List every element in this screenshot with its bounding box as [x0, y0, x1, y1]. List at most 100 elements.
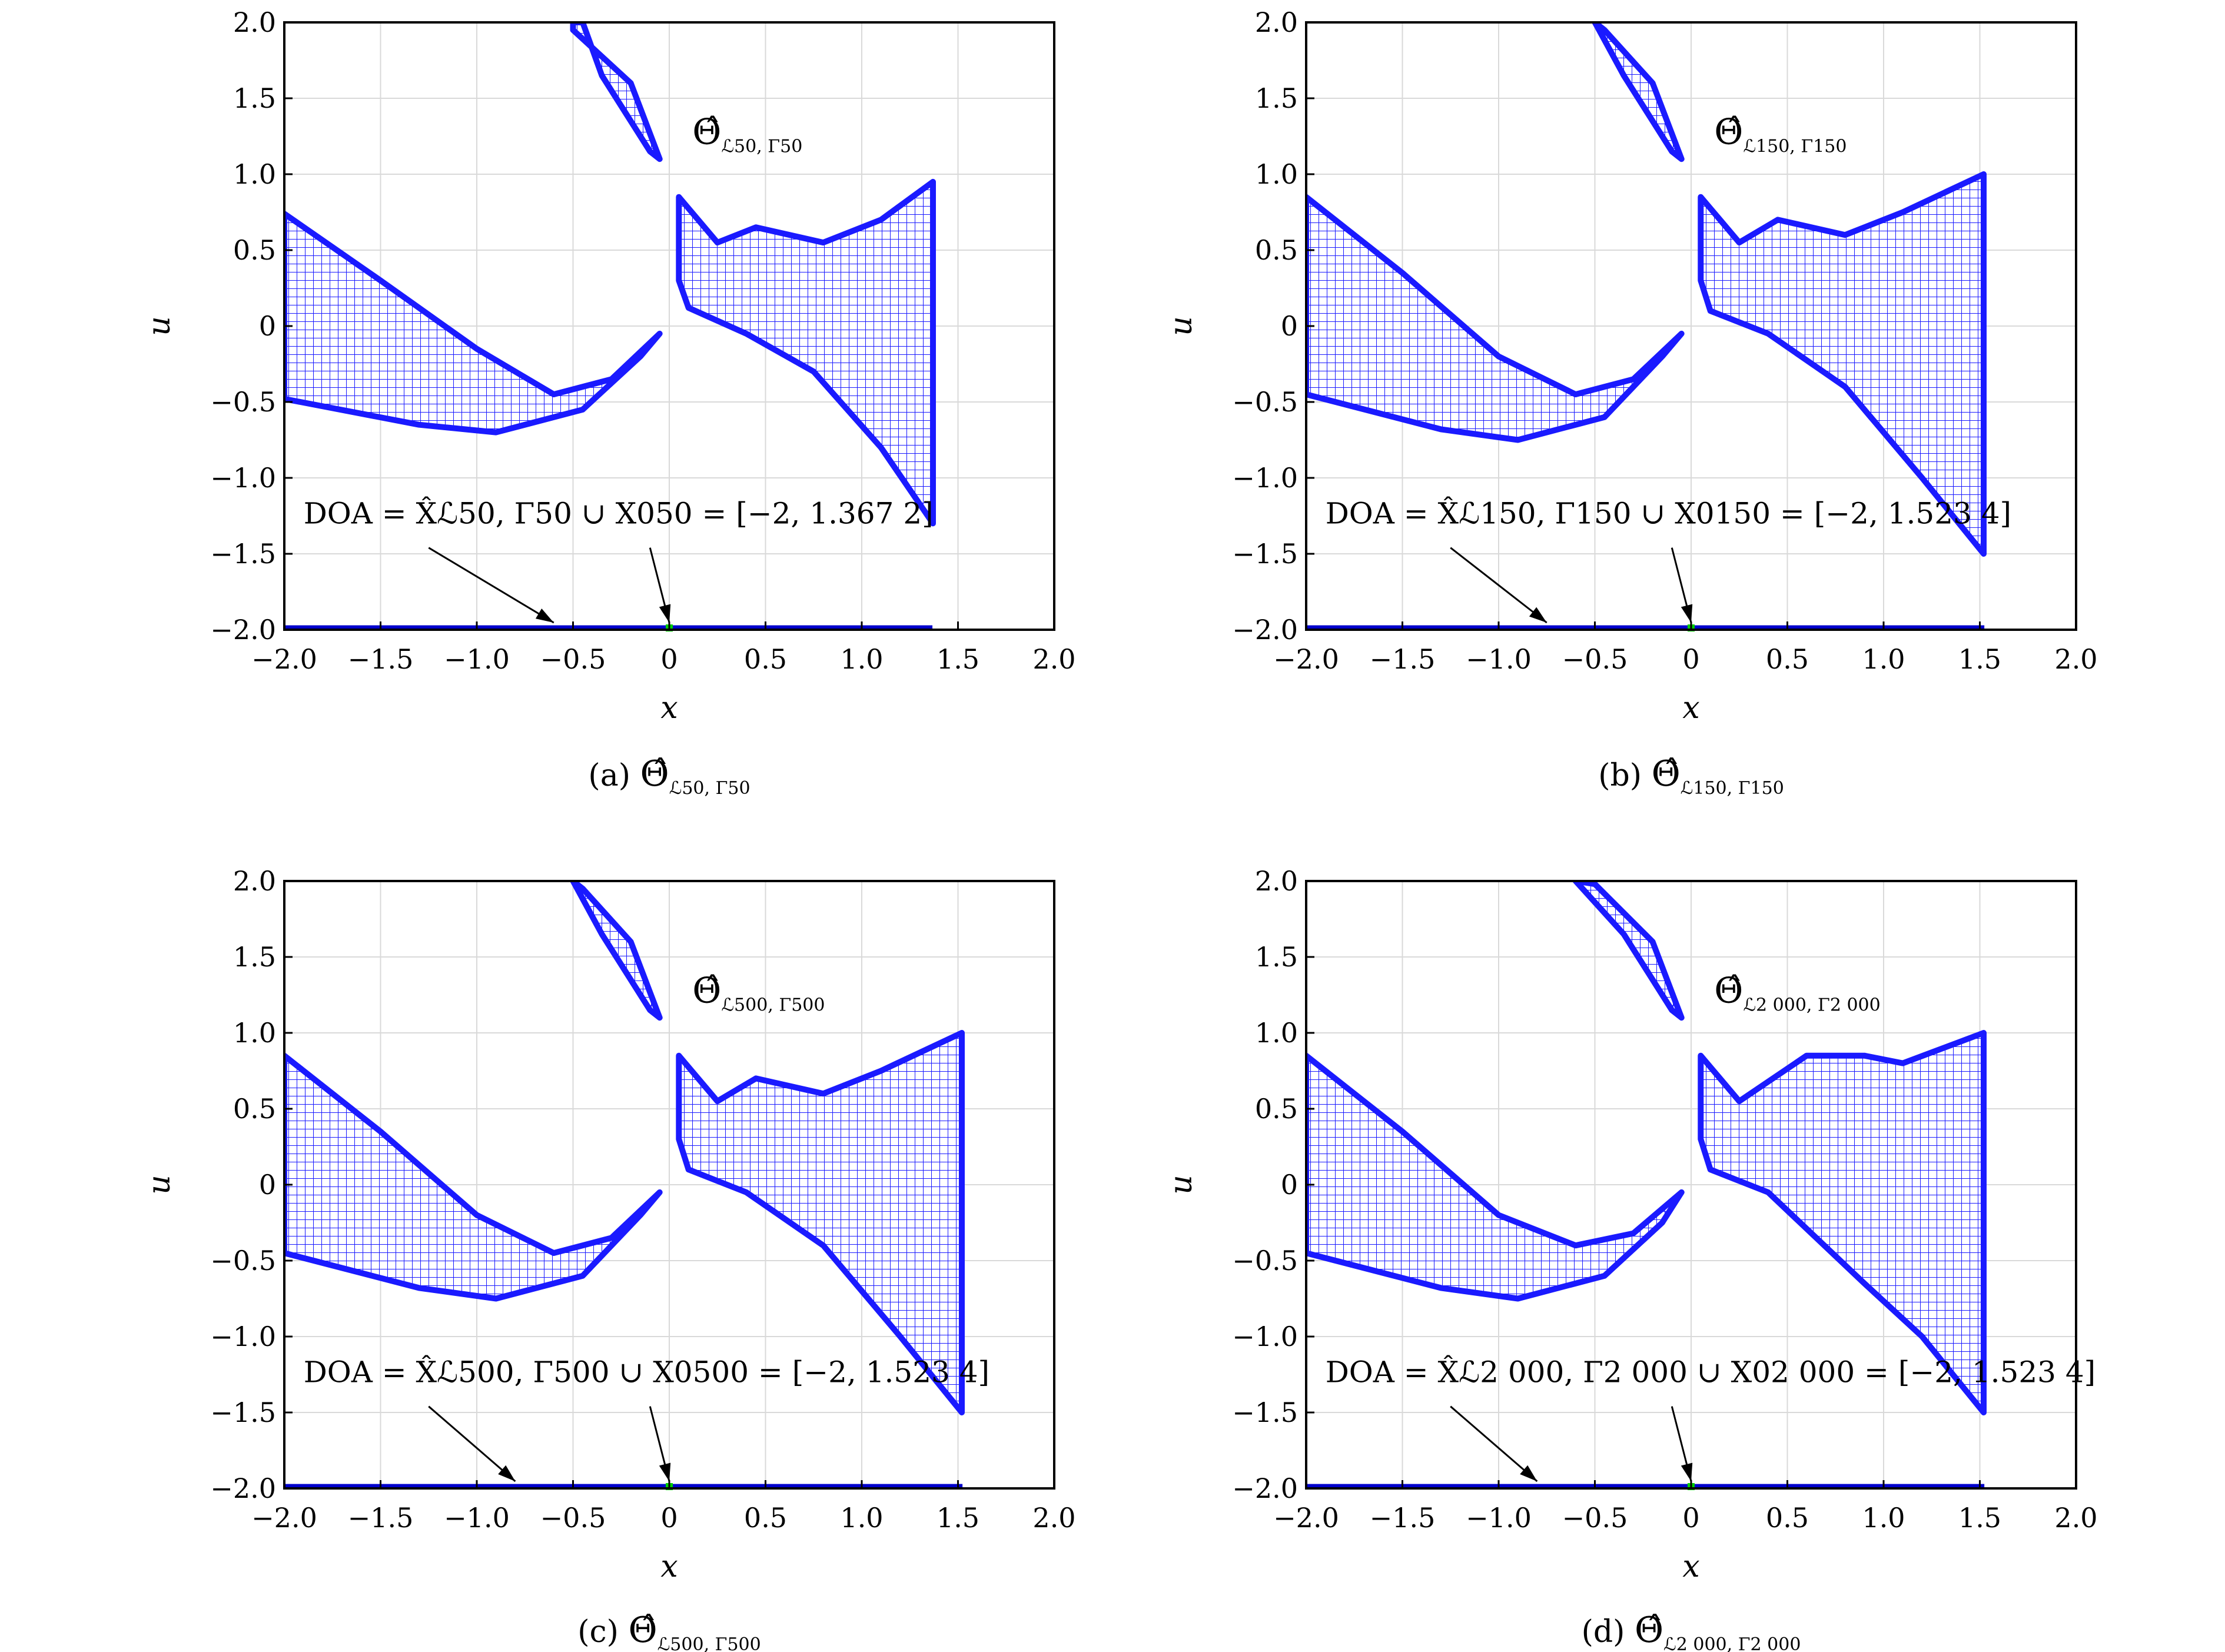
chart-panel-b: −2.0 −1.5 −1.0 −0.5 0 0.5 1.0 1.5 2.0 −2.0 −1.5 −1.… [1164, 6, 2098, 799]
x-tick-label: −0.5 [540, 1502, 606, 1534]
y-tick-label: 0 [1281, 310, 1298, 342]
chart-panel-c: −2.0 −1.5 −1.0 −0.5 0 0.5 1.0 1.5 2.0 −2.0 −1.5 −1.… [142, 865, 1076, 1652]
y-tick-label: 1.5 [233, 941, 276, 973]
upper-lobe-region [570, 881, 663, 1021]
left-lobe-region [1306, 1052, 1685, 1302]
doa-arrowhead [535, 609, 554, 623]
doa-arrowhead [1681, 604, 1693, 623]
x-axis-label: x [660, 1549, 678, 1584]
y-axis-label: u [1164, 316, 1199, 336]
x-tick-label: 2.0 [2054, 643, 2097, 675]
region-group [284, 881, 965, 1415]
x-tick-label: 1.0 [840, 643, 883, 675]
panel-caption: (d) Θ̂ℒ2 000, Γ2 000 [1582, 1610, 1801, 1652]
x-tick-label: −2.0 [1273, 643, 1339, 675]
y-tick-label: −1.5 [210, 1397, 276, 1428]
x-tick-label: 1.0 [1862, 1502, 1905, 1534]
region-annotation: Θ̂ℒ50, Γ50 [692, 111, 802, 157]
doa-arrow [1450, 1405, 1538, 1483]
y-tick-label: 2.0 [1255, 6, 1298, 38]
y-tick-label: 1.5 [233, 82, 276, 114]
right-lobe-region [676, 178, 936, 527]
x-tick-label: −2.0 [1273, 1502, 1339, 1534]
doa-arrowhead [659, 604, 671, 623]
doa-arrow [428, 1405, 516, 1483]
x-tick-label: −1.5 [348, 1502, 414, 1534]
region-group [1306, 881, 1987, 1415]
y-tick-label: −1.5 [1232, 1397, 1298, 1428]
y-tick-label: 0 [259, 1169, 276, 1201]
panel-caption: (b) Θ̂ℒ150, Γ150 [1598, 753, 1784, 799]
y-tick-label: 1.0 [233, 1017, 276, 1049]
y-tick-label: 2.0 [233, 865, 276, 897]
y-tick-label: −0.5 [210, 386, 276, 418]
doa-arrowhead [1529, 607, 1547, 623]
x-tick-label: −1.5 [348, 643, 414, 675]
x-tick-label: 0 [660, 1502, 678, 1534]
doa-label: DOA = X̂ℒ50, Γ50 ∪ X050 = [−2, 1.367 2] [304, 496, 934, 530]
y-tick-label: −2.0 [210, 1472, 276, 1504]
region-group [284, 22, 936, 527]
region-group [1306, 22, 1987, 557]
right-lobe-region [676, 1030, 965, 1415]
doa-arrowhead [498, 1465, 516, 1481]
y-tick-label: −2.0 [210, 614, 276, 646]
upper-lobe-region [1572, 881, 1685, 1021]
y-axis-label: u [142, 316, 177, 336]
y-tick-label: 1.5 [1255, 941, 1298, 973]
right-lobe-region [1698, 1030, 1987, 1415]
y-tick-label: −2.0 [1232, 614, 1298, 646]
region-annotation: Θ̂ℒ500, Γ500 [692, 970, 825, 1015]
x-tick-label: 0.5 [744, 643, 787, 675]
x-tick-label: −2.0 [251, 1502, 317, 1534]
y-tick-label: 1.0 [233, 158, 276, 190]
y-tick-label: 1.0 [1255, 158, 1298, 190]
chart-panel-d: −2.0 −1.5 −1.0 −0.5 0 0.5 1.0 1.5 2.0 −2.0 −1.5 −1.… [1164, 865, 2098, 1652]
x-tick-label: −0.5 [1562, 1502, 1628, 1534]
doa-arrow [428, 547, 554, 624]
y-tick-label: −1.0 [210, 1321, 276, 1352]
x-tick-label: 0 [1682, 1502, 1699, 1534]
y-tick-label: −1.5 [210, 538, 276, 570]
y-tick-label: 2.0 [1255, 865, 1298, 897]
x-tick-label: 2.0 [2054, 1502, 2097, 1534]
y-tick-label: −2.0 [1232, 1472, 1298, 1504]
x-tick-label: −1.0 [1466, 1502, 1532, 1534]
x-tick-label: 1.5 [1958, 643, 2001, 675]
left-lobe-region [284, 1052, 663, 1302]
doa-label: DOA = X̂ℒ150, Γ150 ∪ X0150 = [−2, 1.523 … [1326, 496, 2011, 530]
x-tick-label: −2.0 [251, 643, 317, 675]
x-tick-label: −0.5 [540, 643, 606, 675]
y-axis-label: u [1164, 1175, 1199, 1195]
y-tick-label: 2.0 [233, 6, 276, 38]
doa-arrowhead [659, 1462, 671, 1481]
x-tick-label: 0 [660, 643, 678, 675]
x-tick-label: −1.5 [1370, 643, 1436, 675]
doa-label: DOA = X̂ℒ500, Γ500 ∪ X0500 = [−2, 1.523 … [304, 1354, 989, 1389]
y-tick-label: −0.5 [210, 1245, 276, 1277]
x-axis-label: x [1682, 690, 1699, 726]
y-tick-label: −0.5 [1232, 1245, 1298, 1277]
x-tick-label: 0.5 [1766, 643, 1809, 675]
x-axis-label: x [660, 690, 678, 726]
y-tick-label: −1.5 [1232, 538, 1298, 570]
x-tick-label: 1.0 [1862, 643, 1905, 675]
x-tick-label: −1.5 [1370, 1502, 1436, 1534]
x-tick-label: −1.0 [444, 1502, 510, 1534]
x-tick-label: 0.5 [744, 1502, 787, 1534]
y-tick-label: 0 [259, 310, 276, 342]
panel-caption: (a) Θ̂ℒ50, Γ50 [588, 753, 750, 799]
x-tick-label: 0 [1682, 643, 1699, 675]
x-axis-label: x [1682, 1549, 1699, 1584]
x-tick-label: 1.0 [840, 1502, 883, 1534]
y-tick-label: 0.5 [1255, 234, 1298, 266]
y-tick-label: 0.5 [1255, 1093, 1298, 1125]
y-axis-label: u [142, 1175, 177, 1195]
doa-arrowhead [1520, 1465, 1537, 1481]
doa-label: DOA = X̂ℒ2 000, Γ2 000 ∪ X02 000 = [−2, … [1326, 1354, 2096, 1389]
y-tick-label: 0 [1281, 1169, 1298, 1201]
upper-lobe-region [1592, 22, 1685, 162]
y-tick-label: 1.5 [1255, 82, 1298, 114]
y-tick-label: −0.5 [1232, 386, 1298, 418]
